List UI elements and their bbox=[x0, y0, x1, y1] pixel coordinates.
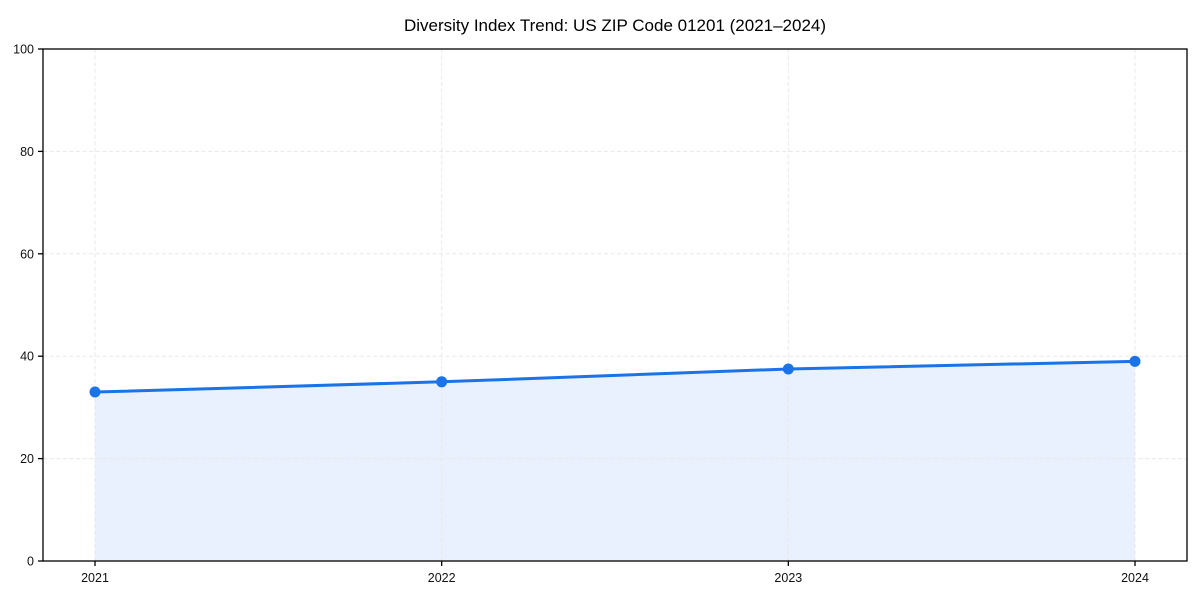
trend-line bbox=[93, 359, 1137, 394]
plot-border bbox=[42, 48, 1188, 562]
tick-label-layer: 0 20 40 60 80 100 2021 2022 2023 2024 bbox=[13, 43, 1149, 586]
y-tick-label: 0 bbox=[27, 555, 34, 569]
data-point-2022 bbox=[436, 376, 448, 388]
data-line-layer bbox=[89, 355, 1141, 398]
chart-title: Diversity Index Trend: US ZIP Code 01201… bbox=[404, 16, 826, 35]
x-tick-label: 2024 bbox=[1121, 571, 1149, 585]
data-point-2023 bbox=[782, 363, 794, 375]
area-fill bbox=[95, 361, 1135, 561]
y-tick-label: 80 bbox=[20, 145, 34, 159]
gridline-layer bbox=[43, 49, 1187, 561]
axes-layer bbox=[38, 48, 1188, 566]
y-tick-label: 40 bbox=[20, 350, 34, 364]
y-tick-label: 100 bbox=[13, 43, 34, 57]
y-tick-label: 60 bbox=[20, 247, 34, 261]
x-tick-label: 2021 bbox=[81, 571, 109, 585]
area-fill-layer bbox=[95, 361, 1135, 561]
x-tick-label: 2022 bbox=[428, 571, 456, 585]
data-point-2024 bbox=[1129, 355, 1141, 367]
data-point-2021 bbox=[89, 386, 101, 398]
x-tick-label: 2023 bbox=[774, 571, 802, 585]
y-tick-label: 20 bbox=[20, 452, 34, 466]
